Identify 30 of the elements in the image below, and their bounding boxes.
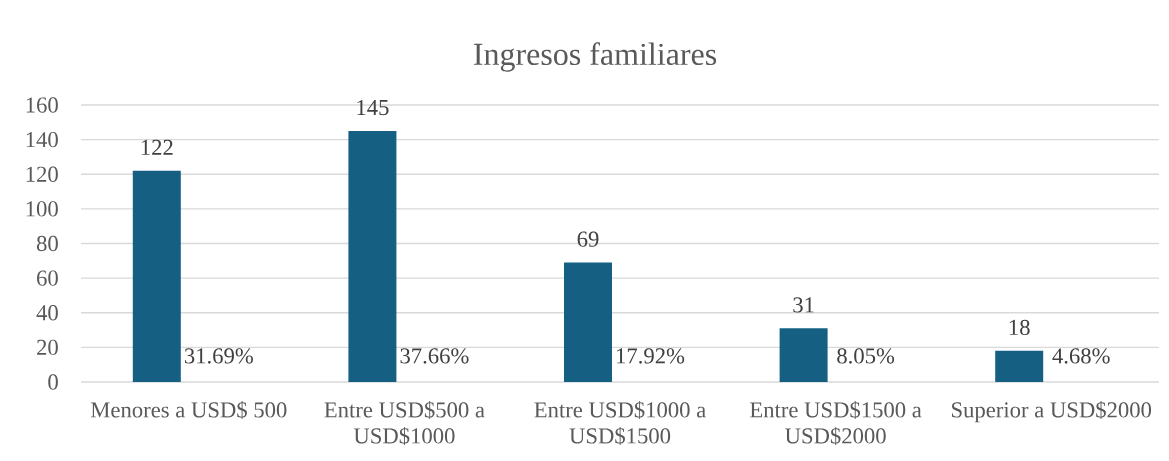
bar: [348, 130, 397, 382]
annotation: 17.92%: [617, 348, 685, 364]
data-label: 69: [577, 231, 599, 247]
x-tick-label: Superior a USD$2000: [952, 400, 1152, 423]
bar: [779, 328, 828, 382]
y-tick-label: 120: [26, 166, 58, 182]
y-tick-label: 60: [37, 270, 58, 286]
data-label: 145: [357, 100, 389, 116]
annotation: 37.66%: [400, 348, 469, 364]
data-label: 31: [793, 297, 814, 313]
data-label: 18: [1009, 319, 1030, 336]
y-tick-label: 0: [48, 374, 58, 390]
annotation: 4.68%: [1052, 348, 1110, 364]
bar: [132, 170, 181, 382]
chart-title: Ingresos familiares: [473, 42, 717, 72]
annotation: 8.05%: [837, 348, 895, 364]
y-tick-label: 20: [37, 339, 58, 356]
data-label: 122: [141, 139, 173, 155]
bar: [564, 262, 613, 382]
x-tick-label: Entre USD$500 a USD$1000: [324, 400, 485, 446]
y-tick-label: 100: [26, 201, 58, 217]
y-tick-label: 160: [26, 97, 58, 113]
y-tick-label: 40: [36, 305, 58, 321]
bar: [995, 350, 1044, 382]
y-tick-label: 80: [36, 235, 58, 252]
y-tick-label: 140: [26, 131, 58, 148]
x-tick-label: Entre USD$1000 a USD$1500: [534, 400, 706, 446]
x-tick-label: Menores a USD$ 500: [90, 400, 287, 420]
annotation: 31.69%: [184, 348, 253, 364]
x-tick-label: Entre USD$1500 a USD$2000: [750, 400, 922, 446]
